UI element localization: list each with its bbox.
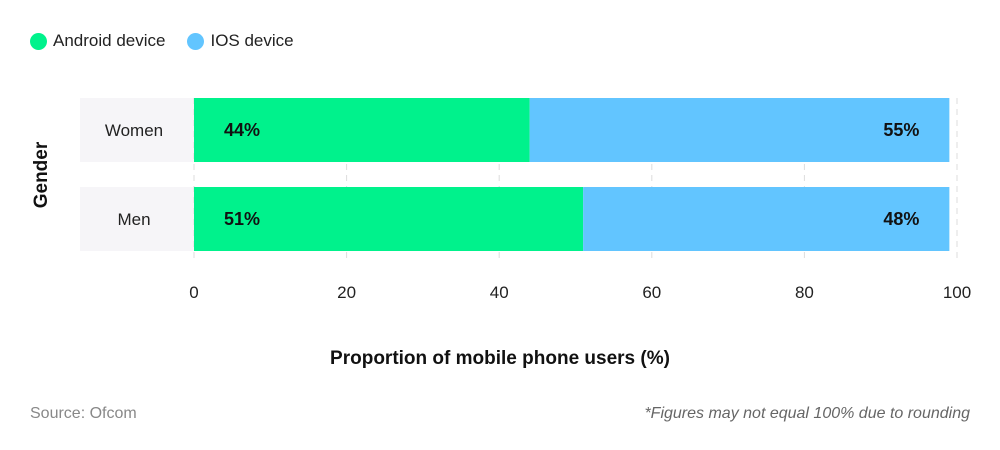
footnote: *Figures may not equal 100% due to round… xyxy=(644,405,970,422)
category-label: Men xyxy=(117,210,150,229)
x-tick-label: 40 xyxy=(490,283,509,302)
x-axis-title: Proportion of mobile phone users (%) xyxy=(330,348,670,369)
bar-android xyxy=(194,187,584,251)
x-tick-label: 20 xyxy=(337,283,356,302)
data-label: 51% xyxy=(224,209,260,229)
bar-ios xyxy=(529,98,950,162)
bar-android xyxy=(194,98,530,162)
source-text: Source: Ofcom xyxy=(30,405,137,422)
category-label: Women xyxy=(105,121,163,140)
x-tick-label: 100 xyxy=(943,283,971,302)
data-label: 55% xyxy=(883,120,919,140)
x-tick-label: 80 xyxy=(795,283,814,302)
data-label: 44% xyxy=(224,120,260,140)
bar-ios xyxy=(583,187,950,251)
android-swatch xyxy=(30,32,47,50)
x-tick-label: 60 xyxy=(642,283,661,302)
category-band xyxy=(80,187,194,251)
legend-item-android: Android device xyxy=(30,31,165,51)
ios-swatch xyxy=(187,32,205,50)
data-label: 48% xyxy=(883,209,919,229)
category-band xyxy=(80,98,194,162)
legend-label: Android device xyxy=(53,31,166,50)
legend-label: IOS device xyxy=(210,31,294,50)
legend: Android device IOS device xyxy=(30,31,294,51)
y-axis-title: Gender xyxy=(31,141,52,208)
legend-item-ios: IOS device xyxy=(187,31,294,51)
x-tick-label: 0 xyxy=(189,283,198,302)
